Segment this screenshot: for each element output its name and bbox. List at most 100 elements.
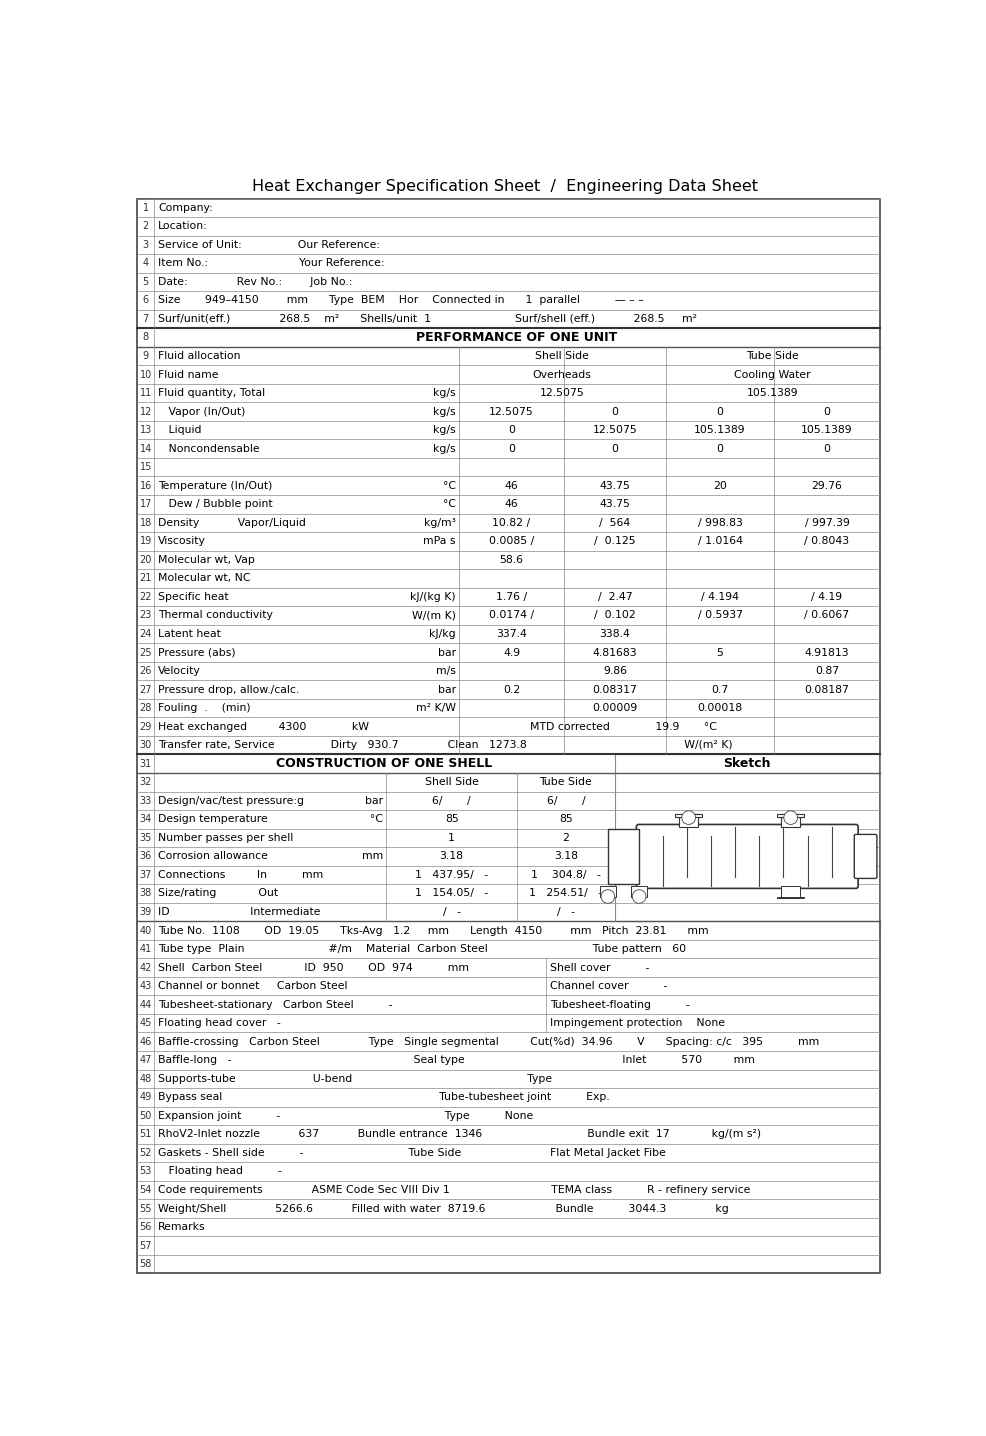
Text: 51: 51 (140, 1130, 152, 1139)
Text: bar: bar (438, 685, 456, 695)
Text: 105.1389: 105.1389 (802, 425, 853, 435)
Text: Molecular wt, Vap: Molecular wt, Vap (158, 554, 255, 564)
FancyBboxPatch shape (636, 824, 858, 889)
Circle shape (601, 890, 614, 903)
Text: kJ/kg: kJ/kg (429, 629, 456, 639)
Text: 34: 34 (140, 814, 152, 824)
Text: Velocity: Velocity (158, 666, 201, 676)
Text: 35: 35 (140, 833, 152, 843)
Text: 0: 0 (717, 406, 724, 416)
Text: 5: 5 (143, 277, 149, 287)
Text: /  0.125: / 0.125 (595, 537, 636, 546)
Text: Fluid name: Fluid name (158, 369, 219, 379)
Text: Supports-tube                      U-bend                                       : Supports-tube U-bend (158, 1074, 552, 1084)
Text: bar: bar (365, 796, 384, 806)
Text: Gaskets - Shell side          -                              Tube Side: Gaskets - Shell side - Tube Side (158, 1147, 461, 1157)
Text: 1: 1 (143, 202, 149, 213)
Text: 4.81683: 4.81683 (593, 648, 637, 658)
Text: Size       949–4150        mm      Type  BEM    Hor    Connected in      1  para: Size 949–4150 mm Type BEM Hor Connected … (158, 296, 644, 306)
Text: 3.18: 3.18 (554, 852, 578, 862)
Text: 6/       /: 6/ / (432, 796, 471, 806)
Bar (675, 814, 702, 817)
Text: Connections         In          mm: Connections In mm (158, 870, 323, 880)
Text: 4.9: 4.9 (503, 648, 520, 658)
Text: ID                       Intermediate: ID Intermediate (158, 908, 320, 918)
Text: 0.08317: 0.08317 (593, 685, 637, 695)
Text: 0.0085 /: 0.0085 / (489, 537, 534, 546)
Text: / 4.194: / 4.194 (701, 592, 740, 602)
Text: Transfer rate, Service                Dirty   930.7              Clean   1273.8 : Transfer rate, Service Dirty 930.7 Clean… (158, 740, 733, 750)
Bar (781, 886, 801, 896)
Text: kg/s: kg/s (433, 406, 456, 416)
Text: 55: 55 (139, 1203, 152, 1213)
Text: Tube Side: Tube Side (539, 777, 593, 787)
Text: 2: 2 (143, 221, 149, 231)
Text: 7: 7 (143, 314, 149, 325)
Text: 42: 42 (140, 962, 152, 972)
Text: Dew / Bubble point: Dew / Bubble point (158, 500, 273, 510)
Text: 0.2: 0.2 (503, 685, 521, 695)
Text: 12.5075: 12.5075 (540, 388, 585, 398)
Text: 0: 0 (508, 444, 515, 454)
Text: °C: °C (371, 814, 384, 824)
Text: 1.76 /: 1.76 / (496, 592, 528, 602)
Text: 11: 11 (140, 388, 152, 398)
Text: kg/s: kg/s (433, 425, 456, 435)
Text: PERFORMANCE OF ONE UNIT: PERFORMANCE OF ONE UNIT (416, 332, 617, 345)
Text: 1   254.51/   -: 1 254.51/ - (529, 889, 602, 899)
Text: Tubesheet-floating          -: Tubesheet-floating - (550, 999, 690, 1010)
Text: 33: 33 (140, 796, 152, 806)
Text: Viscosity: Viscosity (158, 537, 206, 546)
Text: Floating head cover   -: Floating head cover - (158, 1018, 281, 1028)
Text: Baffle-crossing   Carbon Steel              Type   Single segmental         Cut(: Baffle-crossing Carbon Steel Type Single… (158, 1037, 819, 1047)
Text: Expansion joint          -                                               Type   : Expansion joint - Type (158, 1111, 533, 1122)
Text: 40: 40 (140, 926, 152, 936)
Text: 14: 14 (140, 444, 152, 454)
Text: Size/rating            Out: Size/rating Out (158, 889, 278, 899)
Text: 105.1389: 105.1389 (746, 388, 799, 398)
Text: Service of Unit:                Our Reference:: Service of Unit: Our Reference: (158, 240, 381, 250)
Text: 105.1389: 105.1389 (694, 425, 745, 435)
Text: 21: 21 (140, 573, 152, 583)
Text: Shell  Carbon Steel            ID  950       OD  974          mm: Shell Carbon Steel ID 950 OD 974 mm (158, 962, 469, 972)
Text: 47: 47 (140, 1055, 152, 1066)
Text: 0.00009: 0.00009 (593, 704, 638, 714)
Text: mPa s: mPa s (423, 537, 456, 546)
Text: Vapor (In/Out): Vapor (In/Out) (158, 406, 246, 416)
Text: 6/       /: 6/ / (546, 796, 586, 806)
Bar (777, 814, 805, 817)
Text: 0.00018: 0.00018 (697, 704, 742, 714)
Text: 85: 85 (445, 814, 458, 824)
Text: Tube No.  1108       OD  19.05      Tks-Avg   1.2     mm      Length  4150      : Tube No. 1108 OD 19.05 Tks-Avg 1.2 mm Le… (158, 926, 709, 936)
Text: 20: 20 (713, 481, 727, 491)
Text: 1   437.95/   -: 1 437.95/ - (415, 870, 488, 880)
Text: 19: 19 (140, 537, 152, 546)
Text: 0: 0 (611, 406, 618, 416)
Text: Flat Metal Jacket Fibe: Flat Metal Jacket Fibe (550, 1147, 666, 1157)
Text: 0.87: 0.87 (815, 666, 839, 676)
Text: Corrosion allowance: Corrosion allowance (158, 852, 268, 862)
Text: 57: 57 (139, 1241, 152, 1251)
Text: bar: bar (438, 648, 456, 658)
Text: Heat Exchanger Specification Sheet  /  Engineering Data Sheet: Heat Exchanger Specification Sheet / Eng… (252, 180, 758, 194)
Text: 12.5075: 12.5075 (593, 425, 637, 435)
Text: 17: 17 (140, 500, 152, 510)
Text: 1   154.05/   -: 1 154.05/ - (415, 889, 488, 899)
Text: 3.18: 3.18 (440, 852, 463, 862)
Text: 29: 29 (140, 722, 152, 732)
Text: 23: 23 (140, 610, 152, 620)
Text: / 1.0164: / 1.0164 (697, 537, 742, 546)
Text: Fouling  .    (min): Fouling . (min) (158, 704, 250, 714)
Text: 46: 46 (505, 481, 519, 491)
Text: Impingement protection    None: Impingement protection None (550, 1018, 725, 1028)
Text: 31: 31 (140, 758, 152, 768)
Text: Channel cover          -: Channel cover - (550, 981, 668, 991)
Text: 48: 48 (140, 1074, 152, 1084)
Text: Cooling Water: Cooling Water (735, 369, 810, 379)
Text: Shell Side: Shell Side (535, 350, 590, 360)
Text: /  564: / 564 (599, 518, 630, 528)
Bar (679, 814, 698, 827)
Text: Date:              Rev No.:        Job No.:: Date: Rev No.: Job No.: (158, 277, 353, 287)
Text: / 4.19: / 4.19 (811, 592, 843, 602)
Text: Tube Side: Tube Side (746, 350, 799, 360)
